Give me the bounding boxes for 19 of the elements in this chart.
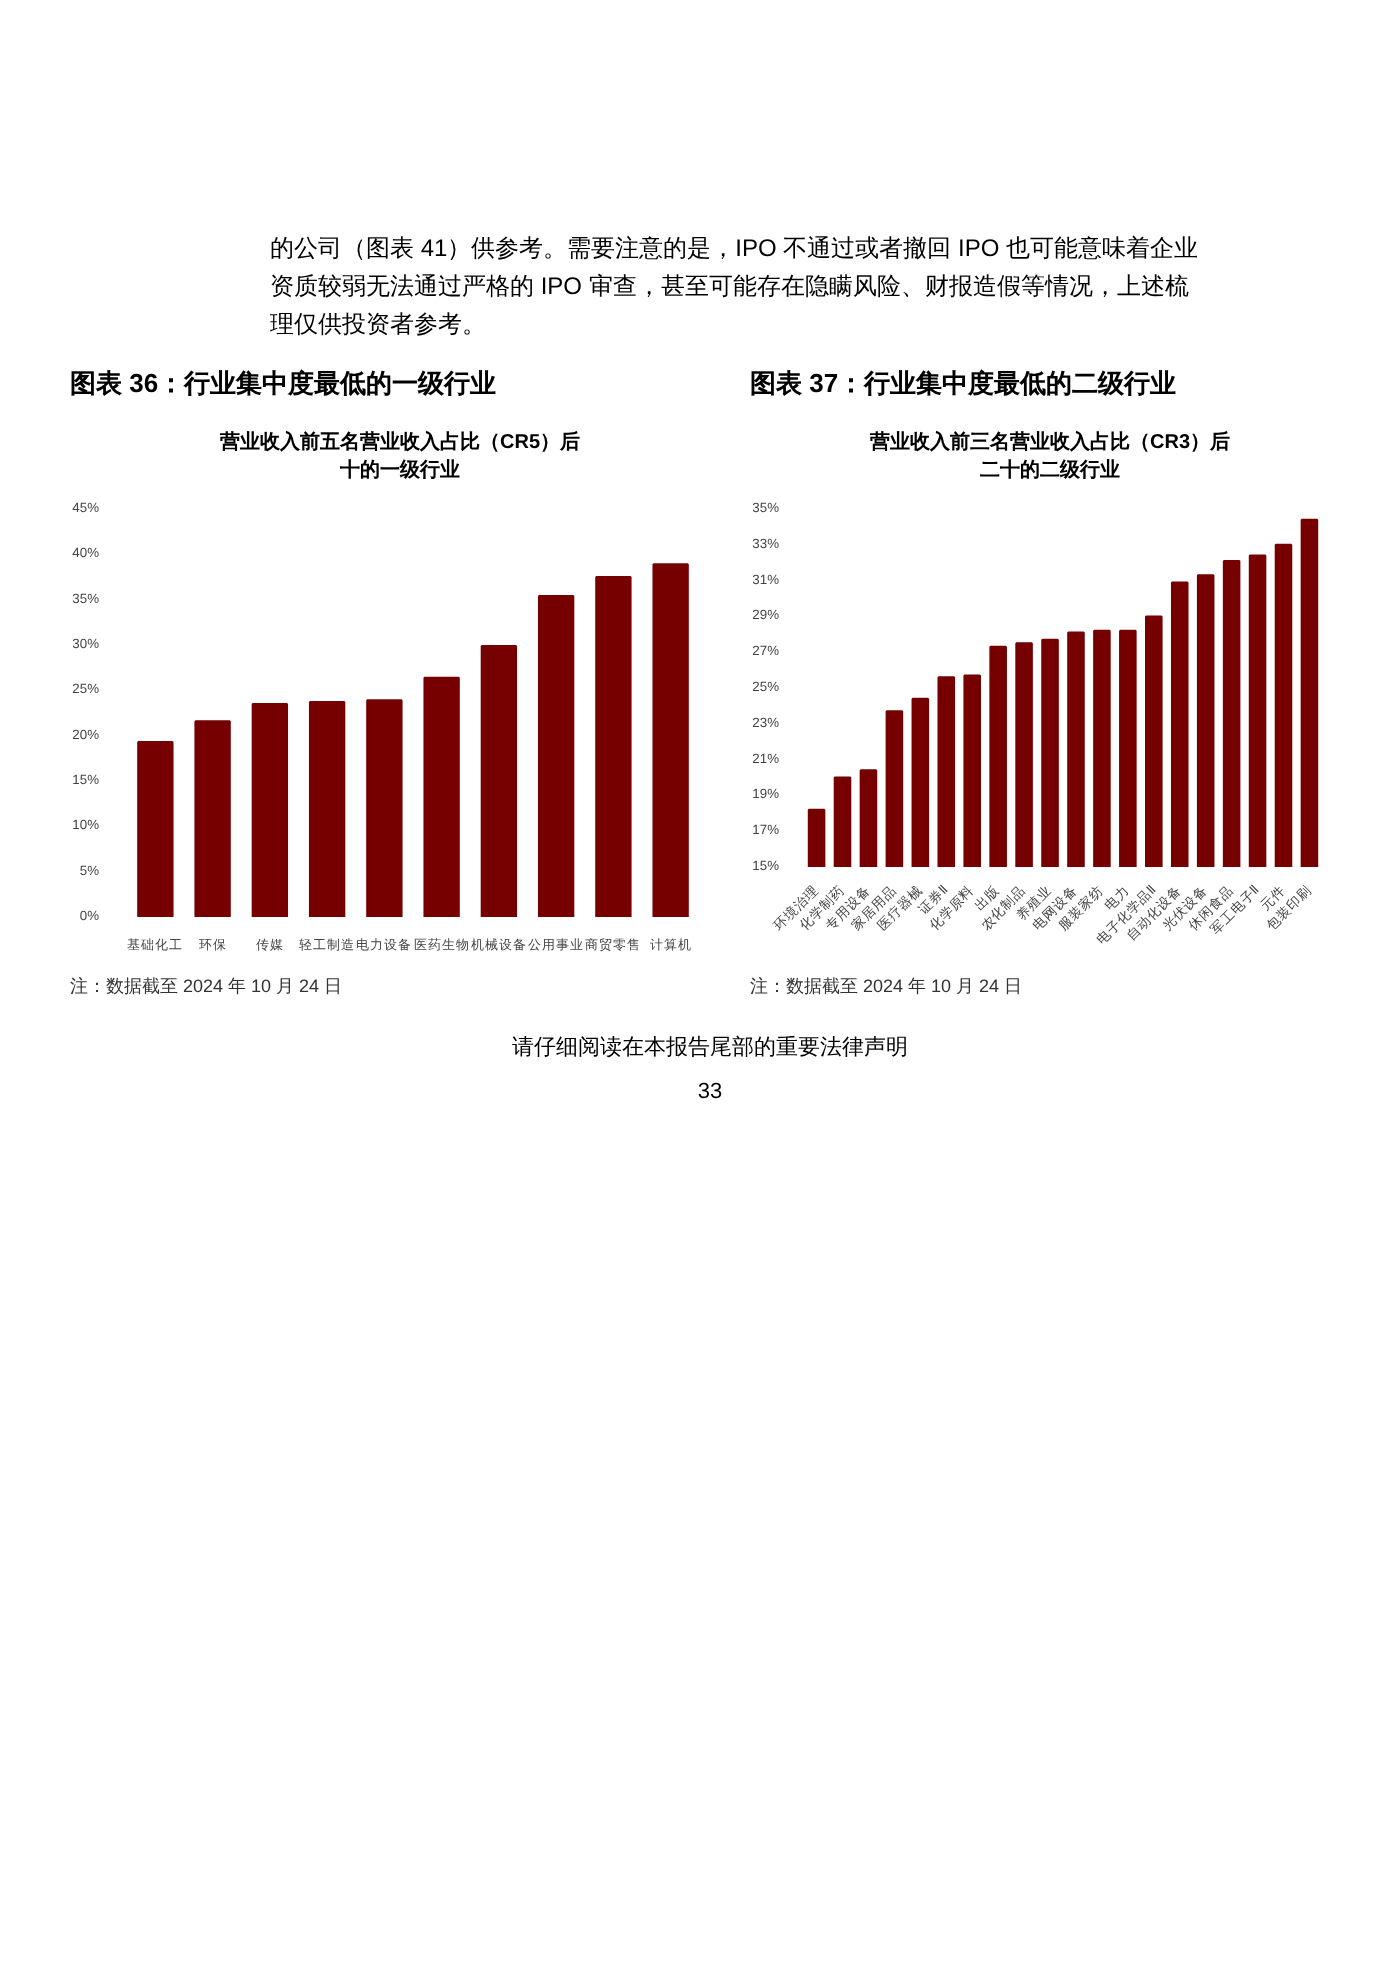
text: 请仔细阅读在本报告尾部的重要法律声明 bbox=[510, 1033, 910, 1064]
bar bbox=[308, 700, 346, 917]
bar bbox=[480, 644, 518, 917]
chart-subtitle: 营业收入前五名营业收入占比（CR5）后十的一级行业 bbox=[220, 430, 581, 487]
bar bbox=[137, 740, 174, 917]
chart-subtitle: 营业收入前三名营业收入占比（CR3）后二十的二级行业 bbox=[870, 430, 1231, 487]
bar bbox=[366, 698, 403, 917]
bar bbox=[537, 594, 575, 917]
bar bbox=[194, 719, 231, 917]
text: 注：数据截至 2024 年 10 月 24 日 bbox=[750, 973, 1023, 1000]
bar bbox=[423, 676, 460, 917]
text: 33 bbox=[695, 1077, 725, 1108]
text: 注：数据截至 2024 年 10 月 24 日 bbox=[70, 973, 343, 1000]
text: 的公司（图表 41）供参考。需要注意的是，IPO 不通过或者撤回 IPO 也可能意味着企业资质较弱无法通过严格的 IPO 审查，甚至可能存在隐瞒风险、财报造假等情况，上述梳理仅供投资者参考。 bbox=[270, 232, 1201, 343]
chart-title: 图表 36：行业集中度最低的一级行业 bbox=[70, 365, 499, 402]
chart-title: 图表 37：行业集中度最低的二级行业 bbox=[750, 365, 1179, 402]
bar bbox=[652, 562, 689, 917]
bar bbox=[251, 702, 289, 917]
bar bbox=[595, 575, 632, 917]
